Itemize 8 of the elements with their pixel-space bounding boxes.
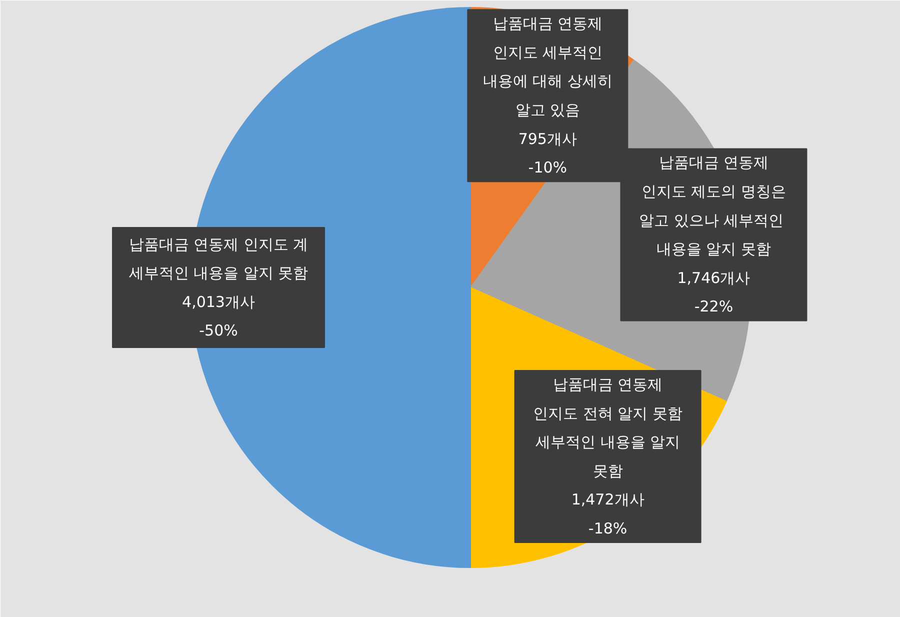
data-label: 1,472개사 -18% [571, 490, 644, 538]
data-label: 4,013개사 -50% [182, 292, 255, 340]
slice-label: 납품대금 연동제 인지도 전혀 알지 못함 세부적인 내용을 알지 못함 [533, 376, 682, 480]
data-label: 1,746개사 -22% [677, 268, 750, 316]
slice-label: 납품대금 연동제 인지도 제도의 명칭은 알고 있으나 세부적인 내용을 알지 못함 [639, 154, 786, 258]
slice-label: 납품대금 연동제 인지도 세부적인 내용에 대해 상세히 알고 있음 [482, 14, 612, 119]
data-label: 795개사 -10% [518, 130, 577, 177]
slice-label: 납품대금 연동제 인지도 계 세부적인 내용을 알지 못함 [128, 235, 308, 282]
